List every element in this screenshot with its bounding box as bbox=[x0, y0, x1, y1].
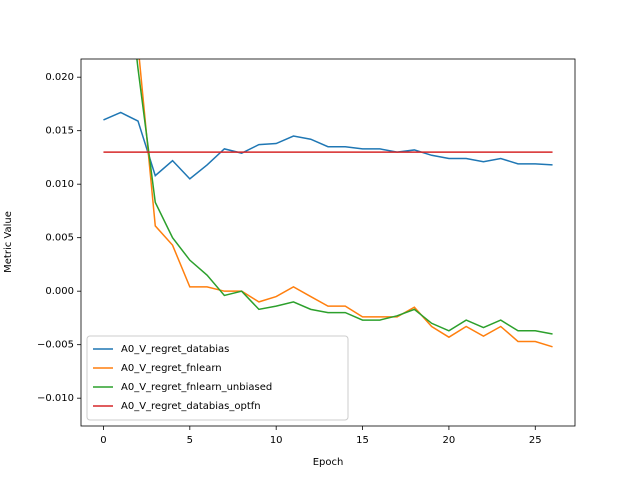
y-tick-label: 0.020 bbox=[45, 72, 74, 83]
x-tick-label: 20 bbox=[443, 435, 456, 446]
x-tick-label: 5 bbox=[187, 435, 193, 446]
y-tick-label: 0.000 bbox=[45, 286, 74, 297]
y-tick-label: 0.010 bbox=[45, 179, 74, 190]
x-tick-label: 25 bbox=[529, 435, 542, 446]
y-tick-label: 0.005 bbox=[45, 233, 74, 244]
legend-label: A0_V_regret_fnlearn bbox=[121, 363, 222, 374]
legend-label: A0_V_regret_databias bbox=[121, 344, 229, 355]
line bbox=[138, 59, 553, 348]
x-tick-label: 15 bbox=[356, 435, 369, 446]
y-axis-label: Metric Value bbox=[3, 211, 14, 273]
x-tick-label: 0 bbox=[100, 435, 106, 446]
x-tick-label: 10 bbox=[270, 435, 283, 446]
line bbox=[136, 59, 553, 335]
line bbox=[103, 111, 553, 180]
legend-box bbox=[86, 335, 349, 421]
legend-label: A0_V_regret_fnlearn_unbiased bbox=[121, 382, 272, 393]
y-tick-label: 0.015 bbox=[45, 126, 74, 137]
y-tick-label: −0.010 bbox=[37, 393, 74, 404]
legend-label: A0_V_regret_databias_optfn bbox=[121, 401, 261, 412]
x-axis-label: Epoch bbox=[313, 457, 344, 468]
y-tick-label: −0.005 bbox=[37, 340, 74, 351]
plot-area bbox=[103, 59, 553, 348]
axes-frame bbox=[80, 58, 576, 427]
